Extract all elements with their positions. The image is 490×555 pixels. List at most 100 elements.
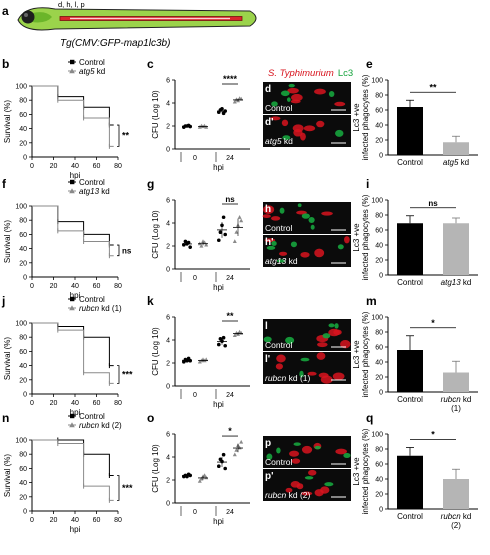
y-tick-label: 2 [166,478,170,485]
lc3-signal [266,245,276,250]
y-tick-label: 0 [166,384,170,391]
y-tick-label: 0 [23,509,27,516]
micrograph-background [263,82,351,114]
survival-line-kd [32,439,114,501]
data-point-kd [232,239,237,243]
legend-marker [70,296,75,302]
data-point-kd [237,445,242,450]
significance-label: * [228,426,232,436]
y-tick-label: 2 [166,244,170,251]
micrograph-label: rubcn kd (2) [265,490,311,500]
bacteria-signal [296,483,304,490]
y-tick-label: 80 [19,218,27,225]
y-tick-label: 40 [19,363,27,370]
bacteria-signal [285,487,293,493]
legend-label: atg13 kd [79,187,110,196]
bacteria-signal [301,445,313,454]
panel-letter-dp: d' [265,117,274,128]
y-tick-label: 60 [19,466,27,473]
y-tick-label: 20 [19,377,27,384]
bacteria-signal [317,342,328,348]
y-tick-label: 4 [166,338,170,345]
group-label: 0 [193,275,197,282]
micrograph-pp: p' rubcn kd (2) [263,469,351,501]
micrograph-dp: d' atg5 kd [263,115,351,147]
legend-label: rubcn kd (2) [79,421,122,430]
data-point-kd [232,99,237,104]
microscopy-layer: d Control d' atg5 kd h Control h' atg13 kd l Cont… [262,82,351,501]
data-point-kd [204,242,209,247]
significance-label: ** [226,311,234,321]
panel-letter-a: a [2,4,9,18]
x-tick-label: 0 [30,163,34,170]
x-tick-label: 20 [50,163,58,170]
panel-letter-j: j [1,294,5,308]
data-point-kd [204,475,209,480]
bacteria-signal [276,354,286,363]
panel-letter-q: q [366,411,373,425]
category-label-kd-line2: (1) [451,404,461,413]
y-tick-label: 20 [19,494,27,501]
y-tick-label: 6 [166,315,170,322]
micrograph-label: Control [265,103,293,113]
y-tick-label: 40 [19,246,27,253]
micrograph-label: rubcn kd (1) [265,373,311,383]
bacteria-signal [264,238,276,243]
microscopy-channel-header: S. Typhimurium Lc3 [268,68,353,79]
y-tick-label: 100 [371,315,383,322]
category-label-kd: rubcn kd [441,512,472,521]
data-point-kd [234,230,239,234]
x-axis-label: hpi [70,408,81,417]
group-label: 0 [193,392,197,399]
y-tick-label: 0 [379,273,383,280]
legend-label: atg5 kd [79,67,105,76]
group-label: 24 [226,392,234,399]
x-tick-label: 60 [93,400,101,407]
micrograph-background [263,469,351,501]
lc3-signal [263,336,272,343]
y-tick-label: 100 [15,438,27,445]
panel-letter-b: b [2,57,9,71]
lc3-signal [293,442,301,446]
legend-marker [69,188,75,194]
y-tick-label: 0 [379,390,383,397]
micrograph-lp: l' rubcn kd (1) [263,352,351,384]
data-point-control [223,343,227,348]
survival-line-control [32,439,114,476]
legend-marker [70,413,75,419]
y-tick-label: 60 [375,462,383,469]
lc3-signal [297,203,302,208]
legend-label: Control [79,178,105,187]
y-tick-label: 60 [375,108,383,115]
fish-region-label: d, h, l, p [58,0,85,9]
lc3-signal [324,482,334,487]
x-axis-label: hpi [70,171,81,180]
bar-control [397,223,423,275]
bar-kd [443,142,469,155]
bacteria-signal [314,248,325,258]
y-axis-label: Survival (%) [3,337,12,380]
data-point-kd [239,218,244,223]
category-label-kd: atg13 kd [441,278,472,287]
x-tick-label: 60 [93,517,101,524]
y-tick-label: 20 [375,492,383,499]
x-axis-label: hpi [213,163,224,172]
bar-kd [443,372,469,392]
bacteria-signal [314,88,326,95]
micrograph-hp: h' atg13 kd [263,235,351,267]
panel-letter-l: l [265,321,268,332]
group-label: 0 [193,509,197,516]
data-point-control [223,232,227,237]
panel-letter-e: e [366,57,373,71]
y-tick-label: 20 [375,138,383,145]
bacteria-signal [340,339,351,349]
y-tick-label: 100 [15,321,27,328]
data-point-control [217,238,221,243]
y-tick-label: 100 [371,198,383,205]
bacteria-signal [303,125,316,132]
panel-letter-o: o [147,411,154,425]
